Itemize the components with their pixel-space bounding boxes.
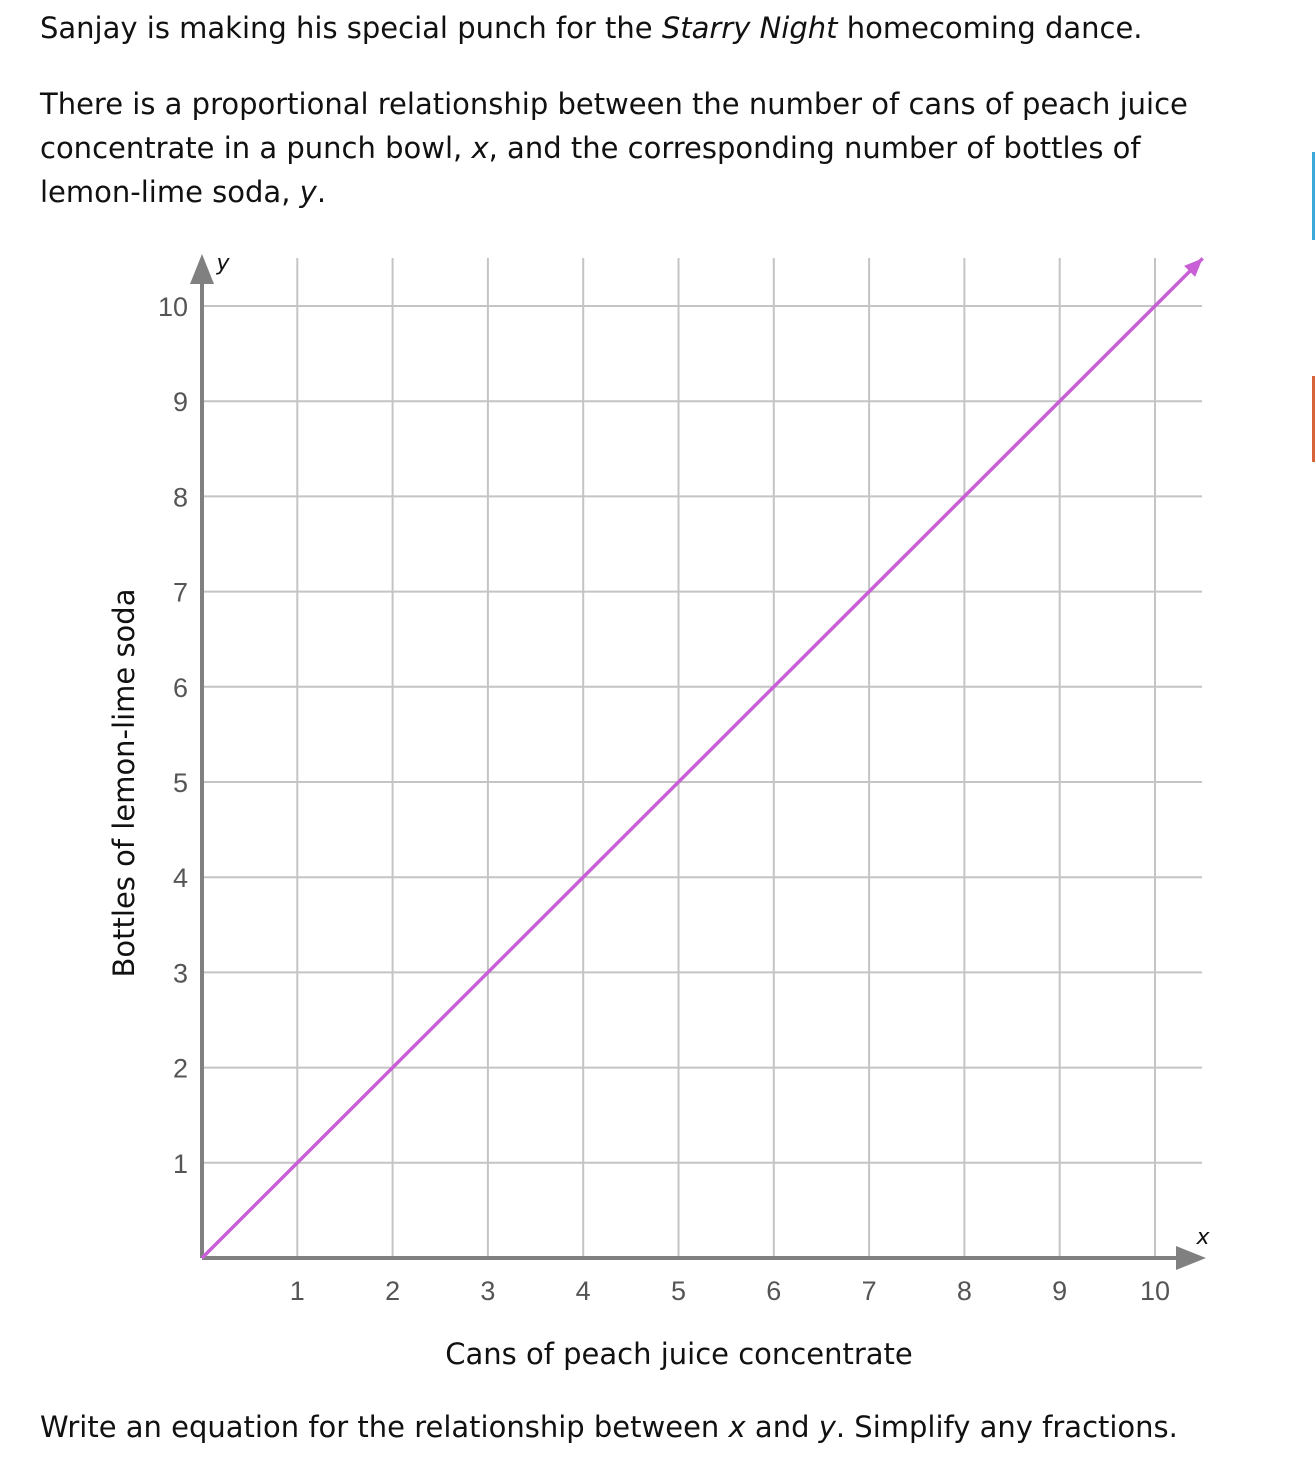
y-tick-label: 6	[173, 673, 188, 703]
rel-line1: There is a proportional relationship bet…	[40, 87, 1188, 121]
y-tick-label: 2	[173, 1054, 188, 1084]
rel-line2a: concentrate in a punch bowl,	[40, 131, 472, 165]
var-y: y	[299, 175, 317, 209]
prompt-x: x	[728, 1410, 746, 1444]
x-axis-variable: x	[1195, 1225, 1210, 1250]
x-tick-label: 5	[671, 1276, 686, 1306]
y-tick-label: 8	[173, 482, 188, 512]
x-tick-label: 7	[862, 1276, 877, 1306]
intro-after: homecoming dance.	[837, 11, 1143, 45]
y-axis-arrow-icon	[190, 254, 214, 284]
x-tick-label: 2	[385, 1276, 400, 1306]
line-arrow-icon	[1184, 258, 1203, 277]
y-tick-label: 1	[173, 1149, 188, 1179]
rel-line3a: lemon-lime soda,	[40, 175, 300, 209]
prompt-a: Write an equation for the relationship b…	[40, 1410, 729, 1444]
prompt-c: . Simplify any fractions.	[835, 1410, 1178, 1444]
prompt-b: and	[745, 1410, 819, 1444]
relationship-text: There is a proportional relationship bet…	[40, 82, 1188, 214]
y-tick-label: 5	[173, 768, 188, 798]
rel-line3b: .	[316, 175, 327, 209]
x-tick-label: 8	[957, 1276, 972, 1306]
data-line	[200, 257, 1204, 1260]
x-tick-label: 3	[480, 1276, 495, 1306]
x-tick-label: 6	[766, 1276, 781, 1306]
var-x: x	[471, 131, 489, 165]
y-tick-label: 3	[173, 958, 188, 988]
y-axis-label: Bottles of lemon-lime soda	[107, 589, 141, 978]
y-tick-label: 7	[173, 578, 188, 608]
edge-indicator-blue	[1312, 152, 1315, 240]
y-tick-label: 4	[173, 863, 188, 893]
y-tick-label: 10	[158, 292, 188, 322]
x-tick-label: 4	[576, 1276, 591, 1306]
dance-title: Starry Night	[661, 11, 838, 45]
edge-indicator-orange	[1312, 376, 1315, 462]
rel-line2b: , and the corresponding number of bottle…	[488, 131, 1141, 165]
x-axis-label: Cans of peach juice concentrate	[445, 1337, 912, 1371]
y-axis-variable: y	[215, 251, 230, 276]
x-tick-label: 10	[1140, 1276, 1170, 1306]
x-tick-label: 9	[1052, 1276, 1067, 1306]
x-axis-arrow-icon	[1176, 1246, 1206, 1270]
intro-text: Sanjay is making his special punch for t…	[40, 6, 1143, 50]
question-prompt: Write an equation for the relationship b…	[40, 1405, 1178, 1449]
x-tick-label: 1	[290, 1276, 305, 1306]
intro-before: Sanjay is making his special punch for t…	[40, 11, 662, 45]
prompt-y: y	[818, 1410, 836, 1444]
y-tick-label: 9	[173, 387, 188, 417]
